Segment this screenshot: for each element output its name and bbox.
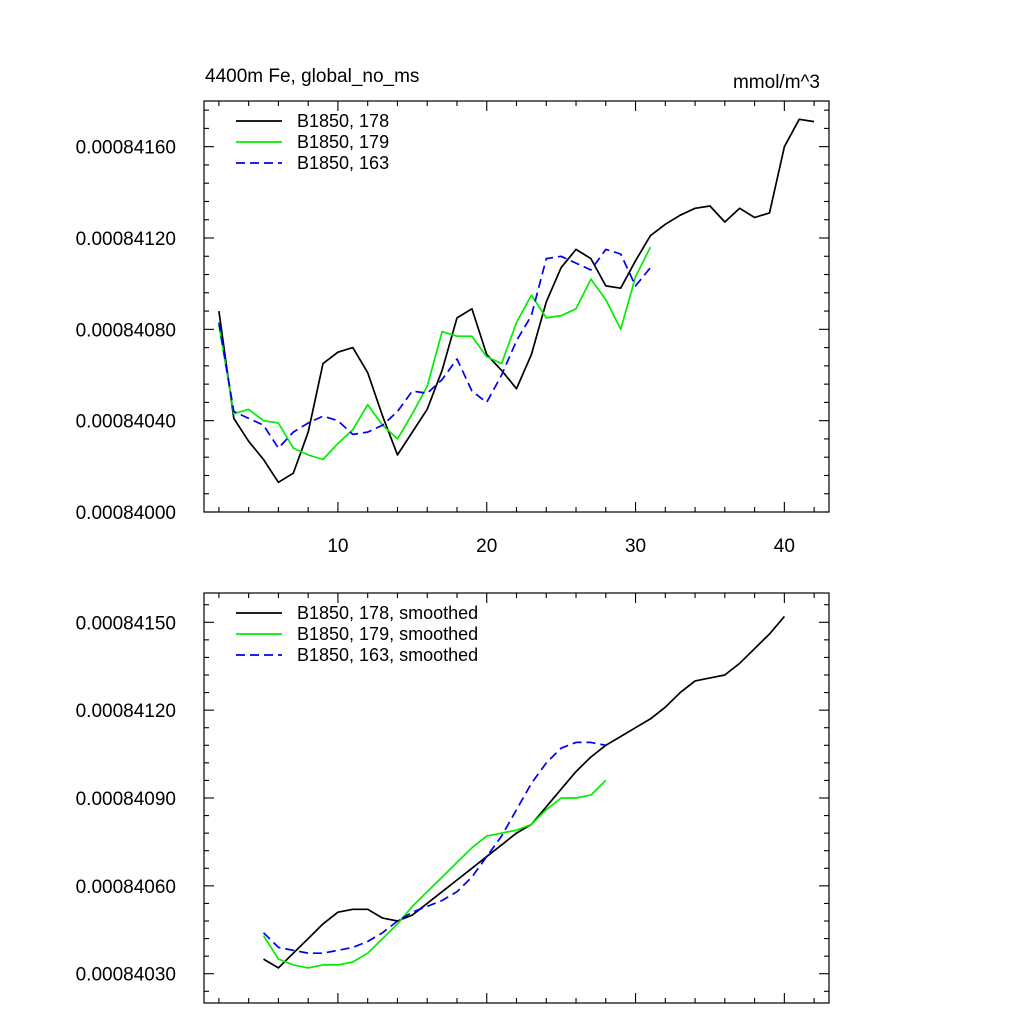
top-panel: 4400m Fe, global_no_ms mmol/m^3 10 20 30 40… (76, 66, 830, 557)
bottom-legend-label-1: B1850, 178, smoothed (297, 603, 478, 623)
top-legend-label-3: B1850, 163 (297, 153, 389, 173)
top-y-tick-label: 0.00084160 (76, 138, 176, 159)
top-legend-label-2: B1850, 179 (297, 132, 389, 152)
bottom-y-tick-label: 0.00084030 (76, 965, 176, 986)
top-y-tick-label: 0.00084120 (76, 229, 176, 250)
bottom-y-tick-label: 0.00084090 (76, 789, 176, 810)
top-series-line-2 (218, 246, 652, 461)
bottom-y-tick-label: 0.00084150 (76, 613, 176, 634)
bottom-series-line-3 (262, 741, 606, 955)
top-x-tick-label: 40 (774, 536, 795, 557)
top-legend-label-1: B1850, 178 (297, 111, 389, 131)
bottom-legend-label-2: B1850, 179, smoothed (297, 624, 478, 644)
top-x-tick-label: 10 (327, 536, 348, 557)
top-panel-units: mmol/m^3 (733, 72, 820, 93)
bottom-y-tick-label: 0.00084120 (76, 701, 176, 722)
bottom-panel: 0.00084030 0.00084060 0.00084090 0.00084120… (76, 592, 830, 1004)
top-y-tick-label: 0.00084040 (76, 412, 176, 433)
top-y-tick-label: 0.00084080 (76, 320, 176, 341)
top-y-tick-label: 0.00084000 (76, 503, 176, 524)
bottom-legend-label-3: B1850, 163, smoothed (297, 645, 478, 665)
bottom-series-line-1 (263, 615, 786, 969)
top-series-line-3 (218, 248, 652, 449)
top-panel-title-left: 4400m Fe, global_no_ms (205, 66, 419, 87)
top-x-tick-label: 30 (625, 536, 646, 557)
top-x-tick-label: 20 (476, 536, 497, 557)
top-series-line-1 (218, 118, 815, 484)
bottom-series-line-2 (262, 779, 607, 969)
bottom-y-tick-label: 0.00084060 (76, 877, 176, 898)
